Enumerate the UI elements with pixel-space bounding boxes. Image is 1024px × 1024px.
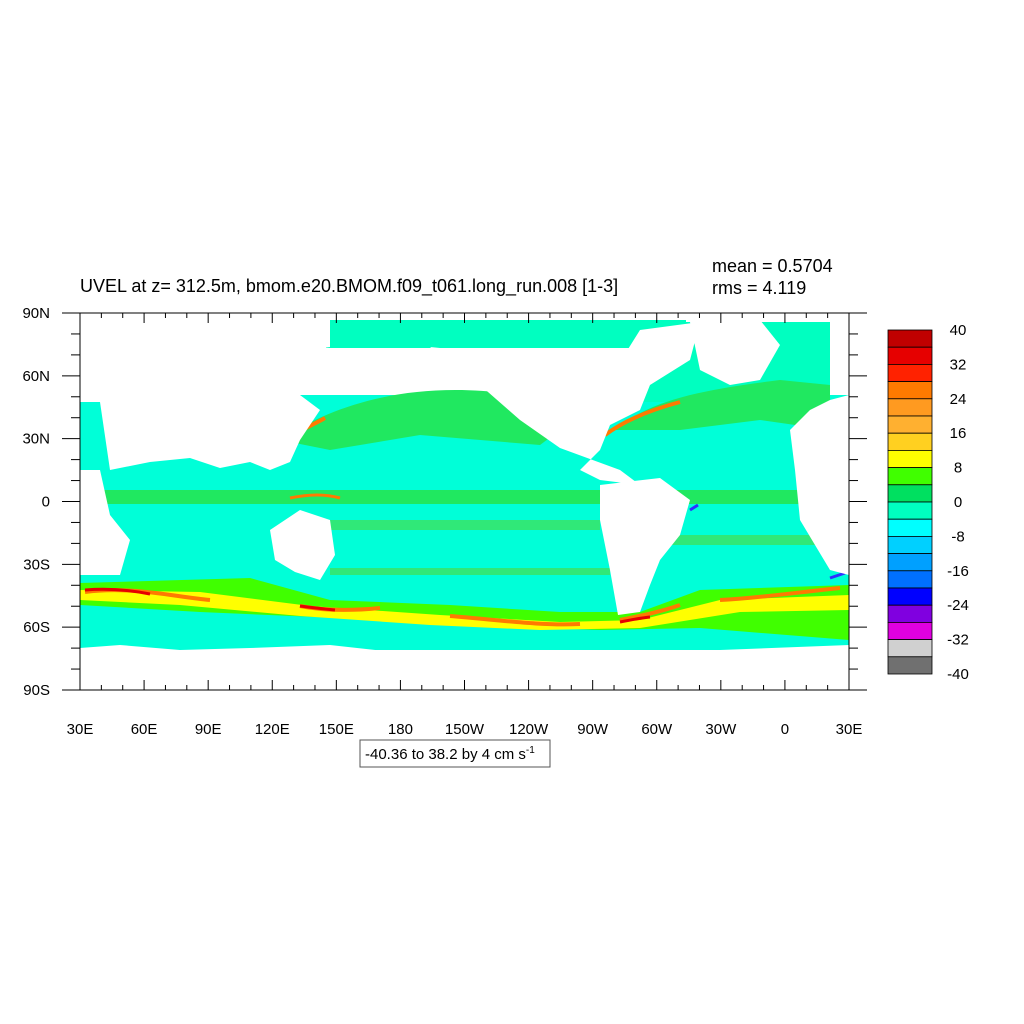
colorbar-swatch <box>887 518 933 537</box>
colorbar-label: -24 <box>947 597 969 614</box>
colorbar-label: -32 <box>947 632 969 649</box>
plot-title: UVEL at z= 312.5m, bmom.e20.BMOM.f09_t06… <box>80 276 618 297</box>
colorbar-swatch <box>887 329 933 348</box>
x-tick-label: 0 <box>781 721 789 738</box>
contour-info-frame <box>359 739 551 768</box>
rms-value: rms = 4.119 <box>712 278 806 298</box>
x-tick-label: 150E <box>319 721 354 738</box>
acc-orange <box>84 586 841 627</box>
x-tick-label: 90W <box>577 721 609 738</box>
x-tick-label: 30W <box>705 721 737 738</box>
colorbar-swatch <box>887 381 933 400</box>
southern-band-1 <box>330 568 610 576</box>
colorbar-label: -40 <box>947 666 969 683</box>
colorbar-label: 40 <box>950 322 967 339</box>
colorbar-swatch <box>887 415 933 434</box>
colorbar-swatch <box>887 536 933 555</box>
colorbar-swatch <box>887 501 933 520</box>
land-south-america <box>600 478 690 615</box>
colorbar-swatch <box>887 604 933 623</box>
colorbar-swatch <box>887 587 933 606</box>
x-tick-label: 60W <box>641 721 673 738</box>
colorbar-swatch <box>887 622 933 641</box>
land-masses <box>80 313 849 690</box>
land-africa-east <box>790 395 849 575</box>
colorbar-swatch <box>887 398 933 417</box>
colorbar-label: -8 <box>951 528 964 545</box>
x-axis-labels: 30E 60E 90E 120E 150E 180 150W 120W 90W 60W 30W 0 30… <box>67 721 863 738</box>
y-tick-label: 0 <box>42 494 50 511</box>
arctic-ocean <box>326 320 686 348</box>
colorbar-label: 8 <box>954 460 962 477</box>
colorbar-swatch <box>887 656 933 675</box>
tropical-band-1 <box>300 520 600 530</box>
contour-info-superscript: -1 <box>526 745 535 756</box>
colorbar <box>887 329 933 675</box>
equatorial-band-1 <box>80 490 849 504</box>
colorbar-swatch <box>887 346 933 365</box>
x-tick-label: 180 <box>388 721 413 738</box>
contour-info-box: -40.36 to 38.2 by 4 cm s-1 <box>359 739 551 768</box>
land-greenland <box>690 320 780 385</box>
x-tick-label: 90E <box>195 721 222 738</box>
equatorial-jet <box>289 493 341 500</box>
colorbar-swatch <box>887 484 933 503</box>
tropical-band-2 <box>660 535 830 545</box>
x-tick-label: 120E <box>255 721 290 738</box>
y-tick-label: 30S <box>23 556 50 573</box>
x-tick-label: 30E <box>67 721 94 738</box>
colorbar-label: 0 <box>954 494 962 511</box>
land-eurasia-west <box>80 313 330 470</box>
contour-info-text: -40.36 to 38.2 by 4 cm s-1 <box>365 745 535 763</box>
x-tick-label: 60E <box>131 721 158 738</box>
land-australia <box>270 510 335 580</box>
contour-info-main: -40.36 to 38.2 by 4 cm s <box>365 746 526 763</box>
colorbar-swatch <box>887 449 933 468</box>
colorbar-swatch <box>887 639 933 658</box>
ocean-field <box>80 313 849 690</box>
acc-yellow <box>80 590 849 630</box>
colorbar-label: -16 <box>947 563 969 580</box>
colorbar-swatch <box>887 363 933 382</box>
land-africa-indian <box>80 470 130 575</box>
mean-value: mean = 0.5704 <box>712 256 833 276</box>
acc-red <box>84 587 651 624</box>
colorbar-swatch <box>887 467 933 486</box>
colorbar-label: 32 <box>950 356 967 373</box>
axis-ticks <box>62 312 867 691</box>
north-atlantic-band <box>615 380 830 430</box>
y-tick-label: 60N <box>22 368 50 385</box>
colorbar-swatch <box>887 432 933 451</box>
colorbar-label: 16 <box>950 425 967 442</box>
y-tick-label: 90N <box>22 305 50 322</box>
y-axis-labels: 90N 60N 30N 0 30S 60S 90S <box>22 305 50 699</box>
y-tick-label: 90S <box>23 682 50 699</box>
y-tick-label: 30N <box>22 431 50 448</box>
north-pacific-band <box>280 390 560 450</box>
colorbar-swatch <box>887 553 933 572</box>
land-antarctica <box>80 645 849 690</box>
colorbar-label: 24 <box>950 391 967 408</box>
x-tick-label: 30E <box>836 721 863 738</box>
x-tick-label: 120W <box>509 721 549 738</box>
colorbar-labels: 40 32 24 16 8 0 -8 -16 -24 -32 -40 <box>947 322 969 683</box>
land-north-america <box>430 322 700 485</box>
x-tick-label: 150W <box>445 721 485 738</box>
colorbar-swatch <box>887 570 933 589</box>
gulf-stream <box>603 400 681 437</box>
map-plot-area: 30E 60E 90E 120E 150E 180 150W 120W 90W 60W 30W 0 30… <box>22 305 867 738</box>
y-tick-label: 60S <box>23 619 50 636</box>
